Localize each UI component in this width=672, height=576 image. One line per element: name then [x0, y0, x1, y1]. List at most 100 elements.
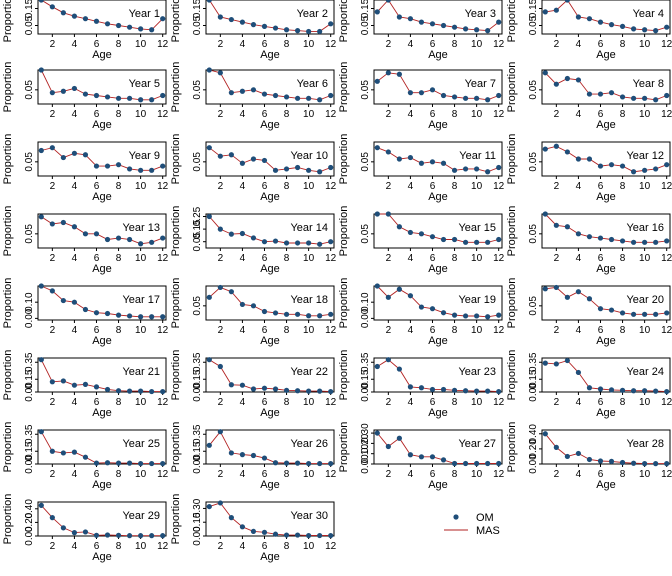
om-point: [462, 460, 469, 467]
x-tick-label: 4: [240, 397, 246, 408]
om-point: [440, 160, 447, 166]
om-point: [642, 239, 648, 245]
om-point: [653, 239, 659, 245]
y-axis-label: Proportion: [2, 422, 14, 473]
om-point: [564, 149, 570, 155]
om-point: [597, 19, 604, 25]
panel-title: Year 16: [626, 222, 664, 234]
x-tick-label: 10: [303, 253, 315, 264]
om-point: [239, 382, 246, 388]
om-point: [440, 92, 447, 99]
om-point: [250, 452, 257, 459]
om-point: [160, 388, 166, 395]
x-tick-label: 8: [116, 469, 122, 480]
y-tick-label: 0.30: [360, 423, 371, 443]
legend-om-label: OM: [476, 512, 494, 524]
panel-year-18: 2 4 6 8 10 12 0.05 Age Proportion Year 18: [170, 278, 337, 347]
x-axis-label: Age: [596, 479, 616, 491]
x-tick-label: 6: [598, 253, 604, 264]
x-tick-label: 2: [218, 39, 224, 50]
om-point: [418, 304, 425, 310]
y-axis-label: Proportion: [506, 134, 518, 185]
x-tick-label: 4: [408, 253, 414, 264]
y-tick-label: 0.35: [528, 352, 539, 372]
x-axis-label: Age: [428, 407, 448, 419]
om-point: [126, 460, 133, 466]
x-axis-label: Age: [428, 263, 448, 275]
y-axis-label: Proportion: [2, 350, 14, 401]
y-tick-label: 0.15: [192, 0, 203, 18]
x-axis-label: Age: [596, 119, 616, 131]
panel-year-14: 2 4 6 8 10 12 0.050.150.25 Age Proportion Year 14: [170, 206, 337, 275]
panel-title: Year 1: [129, 8, 160, 20]
x-tick-label: 12: [157, 541, 169, 552]
om-point: [496, 312, 502, 318]
x-tick-label: 10: [135, 469, 147, 480]
panel-title: Year 23: [458, 366, 496, 378]
x-tick-label: 12: [325, 109, 337, 120]
panel-title: Year 22: [290, 366, 328, 378]
x-tick-label: 6: [262, 253, 268, 264]
om-point: [407, 90, 414, 96]
y-tick-label: 0.35: [192, 424, 203, 444]
om-point: [138, 314, 144, 320]
x-tick-label: 8: [116, 541, 122, 552]
om-point: [115, 162, 122, 168]
x-tick-label: 8: [284, 325, 290, 336]
om-point: [474, 388, 480, 394]
x-tick-label: 6: [262, 181, 268, 192]
om-point: [407, 293, 414, 299]
om-point: [294, 240, 301, 246]
x-tick-label: 12: [157, 325, 169, 336]
om-point: [396, 156, 402, 162]
om-point: [126, 24, 133, 30]
om-point: [586, 16, 593, 22]
x-axis-label: Age: [596, 191, 616, 203]
panel-year-13: 2 4 6 8 10 12 0.05 Age Proportion Year 13: [2, 206, 169, 275]
panel-title: Year 10: [290, 150, 328, 162]
om-point: [82, 16, 89, 22]
om-point: [429, 87, 436, 93]
om-point: [217, 14, 223, 20]
panel-title: Year 24: [626, 366, 664, 378]
x-tick-label: 10: [135, 325, 147, 336]
x-tick-label: 6: [262, 397, 268, 408]
y-axis-label: Proportion: [170, 62, 182, 113]
x-tick-label: 6: [94, 397, 100, 408]
x-tick-label: 2: [50, 39, 56, 50]
x-tick-label: 12: [661, 397, 672, 408]
om-point: [451, 24, 458, 30]
om-point: [496, 236, 502, 243]
om-point: [396, 14, 402, 20]
x-tick-label: 12: [325, 253, 337, 264]
om-point: [228, 515, 234, 521]
y-tick-label: 0.15: [192, 441, 203, 461]
om-point: [38, 0, 44, 3]
y-tick-label: 0.35: [24, 352, 35, 372]
om-point: [385, 294, 391, 300]
om-point: [283, 311, 290, 317]
om-point: [217, 153, 223, 159]
om-point: [239, 230, 246, 237]
x-tick-label: 12: [325, 469, 337, 480]
om-point: [418, 160, 425, 166]
y-tick-label: 0.05: [192, 80, 203, 100]
panel-frame: [541, 429, 671, 465]
om-point: [608, 307, 615, 313]
om-point: [462, 95, 469, 101]
x-tick-label: 8: [452, 109, 458, 120]
x-tick-label: 6: [94, 541, 100, 552]
panel-year-5: 2 4 6 8 10 12 0.05 Age Proportion Year 5: [2, 62, 169, 131]
om-point: [49, 448, 55, 454]
om-point: [149, 314, 155, 320]
x-tick-label: 2: [554, 181, 560, 192]
x-tick-label: 8: [452, 253, 458, 264]
om-point: [619, 94, 626, 100]
om-point: [462, 166, 469, 172]
om-point: [38, 67, 44, 73]
y-axis-label: Proportion: [506, 350, 518, 401]
panel-year-9: 2 4 6 8 10 12 0.05 Age Proportion Year 9: [2, 134, 169, 203]
x-tick-label: 4: [576, 181, 582, 192]
om-point: [283, 387, 290, 393]
om-point: [283, 460, 290, 466]
